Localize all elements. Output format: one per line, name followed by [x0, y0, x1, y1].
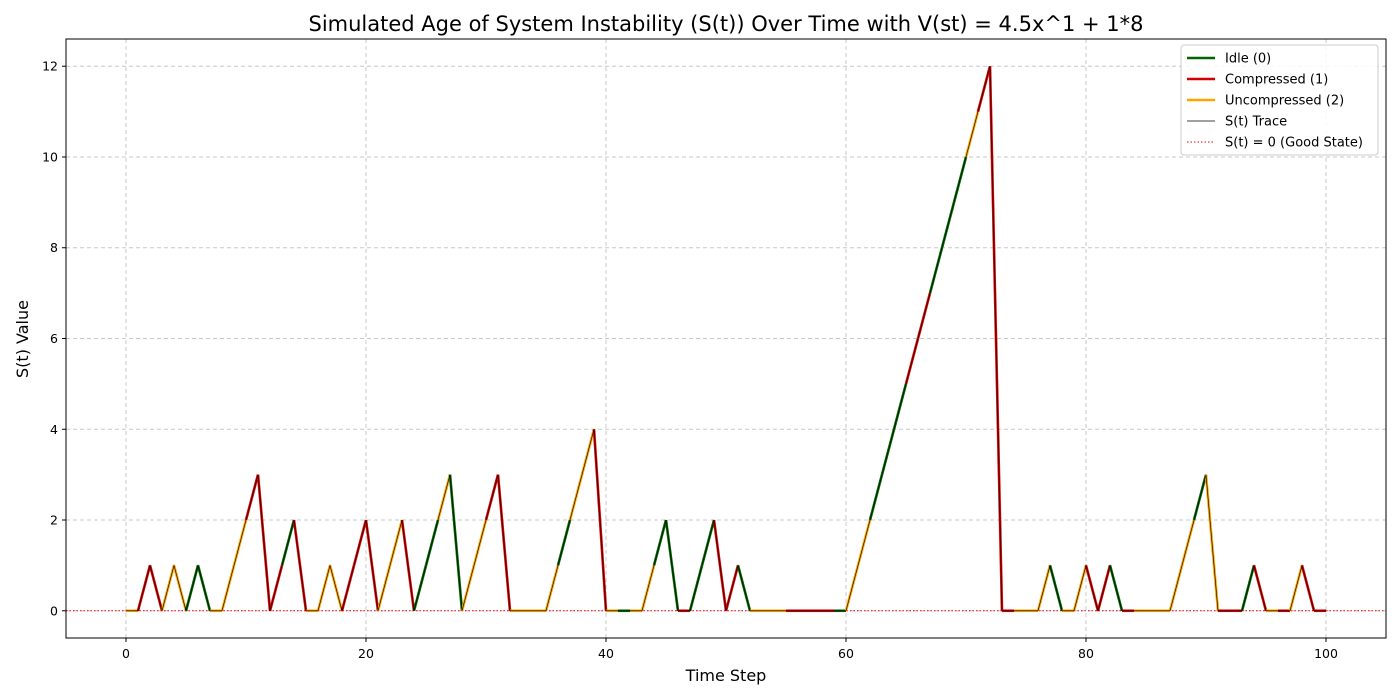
chart-title: Simulated Age of System Instability (S(t…: [308, 12, 1143, 36]
trace-layer: [126, 66, 1326, 612]
x-tick-label: 20: [358, 646, 374, 661]
legend-label: Idle (0): [1225, 52, 1271, 67]
legend: Idle (0) Compressed (1) Uncompressed (2) S(…: [1180, 44, 1379, 156]
x-axis: 0 20 40 60 80 100: [122, 638, 1338, 661]
x-axis-title: Time Step: [685, 666, 767, 685]
y-axis: 0 2 4 6 8 10 12: [42, 59, 66, 618]
y-tick-label: 8: [50, 240, 58, 255]
x-tick-label: 100: [1314, 646, 1338, 661]
y-tick-label: 10: [42, 149, 58, 164]
y-tick-label: 12: [42, 59, 58, 74]
legend-label: S(t) Trace: [1225, 115, 1287, 130]
y-axis-title: S(t) Value: [13, 300, 32, 378]
legend-label: S(t) = 0 (Good State): [1225, 136, 1363, 151]
st-trace-line: [126, 66, 1326, 612]
legend-label: Uncompressed (2): [1225, 94, 1344, 109]
x-tick-label: 60: [838, 646, 854, 661]
y-tick-label: 6: [50, 331, 58, 346]
legend-label: Compressed (1): [1225, 73, 1328, 88]
x-tick-label: 40: [598, 646, 614, 661]
x-tick-label: 80: [1078, 646, 1094, 661]
x-tick-label: 0: [122, 646, 130, 661]
y-tick-label: 2: [50, 513, 58, 528]
legend-box: [1180, 44, 1379, 156]
y-tick-label: 0: [50, 603, 58, 618]
y-tick-label: 4: [50, 422, 58, 437]
grid: [66, 39, 1386, 638]
